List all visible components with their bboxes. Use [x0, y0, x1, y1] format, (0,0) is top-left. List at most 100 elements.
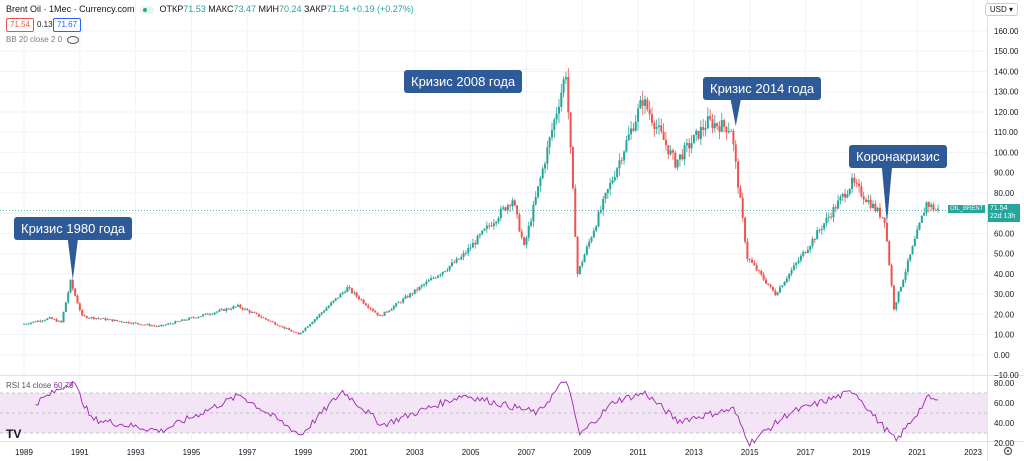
- candle-body: [792, 265, 795, 270]
- candle-body: [437, 275, 440, 278]
- time-tick-label: 1991: [71, 448, 89, 457]
- candle-body: [562, 79, 565, 93]
- candle-body: [464, 253, 467, 254]
- candle-body: [390, 309, 393, 311]
- candle-body: [218, 309, 221, 312]
- candle-body: [704, 128, 707, 130]
- candle-body: [716, 123, 719, 127]
- annotation-callout[interactable]: Кризис 2014 года: [703, 77, 822, 100]
- candle-body: [506, 205, 509, 211]
- candle-body: [795, 262, 798, 266]
- currency-selector[interactable]: USD ▾: [984, 3, 1018, 16]
- candle-body: [116, 319, 119, 321]
- candle-body: [606, 189, 609, 193]
- candle-body: [520, 231, 523, 238]
- tradingview-logo[interactable]: TV: [6, 427, 21, 441]
- candle-body: [667, 145, 670, 155]
- candle-body: [516, 205, 519, 215]
- close-value: 71.54: [326, 4, 350, 14]
- candle-body: [648, 109, 651, 115]
- candle-body: [751, 259, 754, 263]
- candle-body: [250, 312, 253, 313]
- candle-body: [797, 260, 800, 263]
- rsi-label: RSI 14 close: [6, 381, 52, 390]
- time-tick-label: 2013: [685, 448, 703, 457]
- bid-price-tag[interactable]: 71.54: [6, 18, 35, 32]
- candle-body: [851, 177, 854, 189]
- candle-body: [441, 271, 444, 275]
- candle-body: [316, 316, 319, 320]
- candle-body: [164, 324, 167, 326]
- candle-body: [343, 292, 346, 293]
- candle-body: [746, 241, 749, 260]
- indicator-legend[interactable]: BB 20 close 2 0: [6, 35, 80, 44]
- annotation-callout[interactable]: Коронакризис: [849, 145, 947, 168]
- candle-body: [181, 319, 184, 322]
- candle-body: [339, 293, 342, 298]
- symbol-title[interactable]: Brent Oil · 1Мес · Currency.com: [6, 4, 135, 14]
- candle-body: [97, 318, 100, 320]
- candle-body: [699, 127, 702, 139]
- candle-body: [523, 237, 526, 245]
- candle-body: [653, 122, 656, 129]
- candle-body: [618, 160, 621, 169]
- candle-body: [278, 325, 281, 327]
- candle-body: [29, 322, 32, 324]
- candle-body: [295, 332, 298, 333]
- candle-body: [348, 287, 351, 289]
- candle-body: [425, 281, 428, 285]
- candle-body: [727, 131, 730, 133]
- candle-body: [834, 207, 837, 209]
- candle-body: [737, 161, 740, 188]
- candle-body: [778, 287, 781, 293]
- candle-body: [806, 249, 809, 253]
- visibility-eye-icon[interactable]: [67, 35, 80, 44]
- candle-body: [730, 130, 733, 132]
- candle-body: [267, 319, 270, 321]
- rsi-tick-label: 20.00: [994, 439, 1015, 448]
- candle-body: [127, 321, 130, 324]
- candle-body: [592, 230, 595, 238]
- candle-body: [641, 100, 644, 106]
- candle-body: [109, 319, 112, 321]
- candle-body: [418, 286, 421, 291]
- candle-body: [576, 236, 579, 274]
- price-tick-label: 100.00: [994, 148, 1019, 157]
- candle-body: [611, 180, 614, 183]
- candle-body: [804, 251, 807, 253]
- candle-body: [243, 308, 246, 310]
- price-tick-label: 90.00: [994, 169, 1015, 178]
- candle-body: [799, 255, 802, 261]
- candle-body: [395, 303, 398, 307]
- candle-body: [499, 208, 502, 219]
- candle-body: [430, 278, 433, 281]
- candle-body: [262, 317, 265, 319]
- settings-icon[interactable]: [1003, 446, 1013, 456]
- candle-body: [62, 311, 65, 323]
- candle-body: [811, 238, 814, 247]
- candle-body: [211, 313, 214, 315]
- candle-body: [813, 238, 816, 240]
- candle-body: [353, 292, 356, 294]
- open-label: ОТКР: [159, 4, 184, 14]
- candle-body: [341, 292, 344, 294]
- candle-body: [69, 279, 72, 293]
- candle-body: [669, 150, 672, 155]
- candle-body: [302, 330, 305, 333]
- time-tick-label: 1999: [294, 448, 312, 457]
- candle-body: [478, 234, 481, 236]
- candle-body: [681, 154, 684, 160]
- candle-body: [453, 262, 456, 264]
- ask-price-tag[interactable]: 71.67: [53, 18, 82, 32]
- annotation-callout[interactable]: Кризис 2008 года: [404, 70, 523, 93]
- candle-body: [455, 258, 458, 263]
- candle-body: [155, 325, 158, 327]
- time-axis-labels: 1989 1991 1993 1995 1997 1999 2001 2003 2005 2007…: [15, 448, 982, 457]
- price-tick-label: 0.00: [994, 351, 1010, 360]
- candle-body: [785, 278, 788, 282]
- candle-body: [783, 281, 786, 286]
- annotation-callout[interactable]: Кризис 1980 года: [14, 217, 133, 240]
- candle-body: [758, 270, 761, 272]
- candle-body: [564, 77, 567, 80]
